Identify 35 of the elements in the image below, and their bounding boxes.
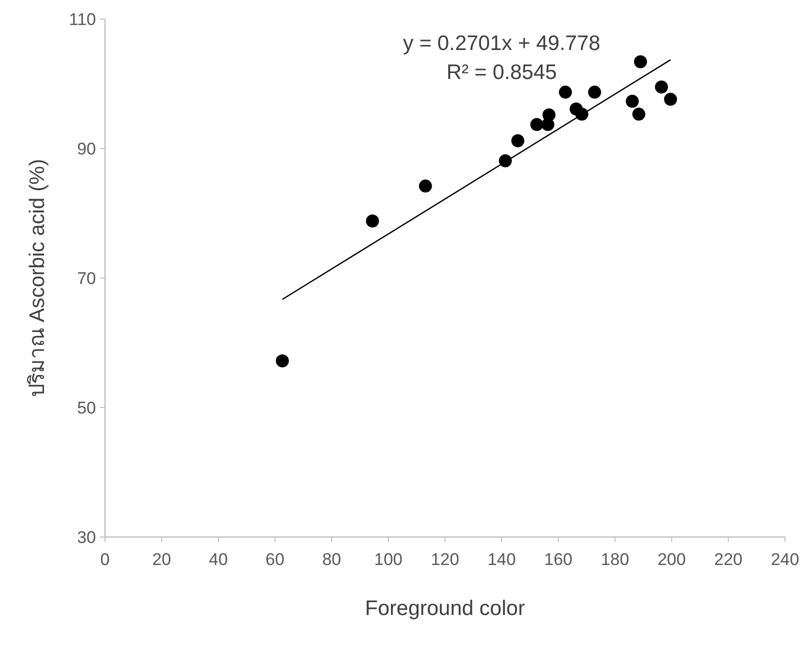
x-tick-label: 220 bbox=[714, 550, 743, 569]
x-tick-label: 80 bbox=[322, 550, 342, 569]
y-axis-title: ปริมาณ Ascorbic acid (%) bbox=[26, 158, 49, 398]
y-tick-label: 30 bbox=[77, 528, 96, 547]
x-tick-label: 160 bbox=[544, 550, 573, 569]
y-tick-label: 50 bbox=[77, 398, 96, 418]
point bbox=[418, 180, 432, 193]
x-tick-label: 40 bbox=[208, 550, 228, 569]
annotation: y = 0.2701x + 49.778 bbox=[403, 32, 600, 55]
y-tick-label: 90 bbox=[77, 140, 96, 158]
point bbox=[588, 86, 602, 99]
point bbox=[276, 354, 289, 368]
x-axis-title: Foreground color bbox=[365, 597, 525, 620]
point bbox=[654, 80, 668, 94]
point bbox=[664, 92, 678, 106]
point bbox=[366, 214, 379, 228]
x-tick-label: 100 bbox=[374, 550, 403, 569]
x-tick-label: 20 bbox=[152, 550, 172, 569]
x-tick-label: 240 bbox=[770, 550, 800, 569]
point bbox=[558, 86, 572, 99]
y-tick-label: 110 bbox=[68, 10, 96, 29]
point bbox=[530, 118, 544, 132]
x-tick-label: 140 bbox=[487, 550, 516, 569]
x-tick-label: 60 bbox=[266, 550, 284, 569]
y-tick-label: 70 bbox=[77, 269, 96, 288]
x-tick-label: 180 bbox=[600, 550, 630, 569]
point bbox=[511, 134, 524, 148]
x-tick-label: 200 bbox=[657, 550, 686, 569]
point bbox=[634, 55, 647, 68]
x-tick-label: 0 bbox=[100, 550, 110, 569]
x-tick-label: 120 bbox=[430, 550, 460, 569]
point bbox=[632, 108, 646, 121]
annotation: R² = 0.8545 bbox=[446, 61, 557, 84]
point bbox=[541, 118, 554, 132]
point bbox=[626, 94, 639, 108]
